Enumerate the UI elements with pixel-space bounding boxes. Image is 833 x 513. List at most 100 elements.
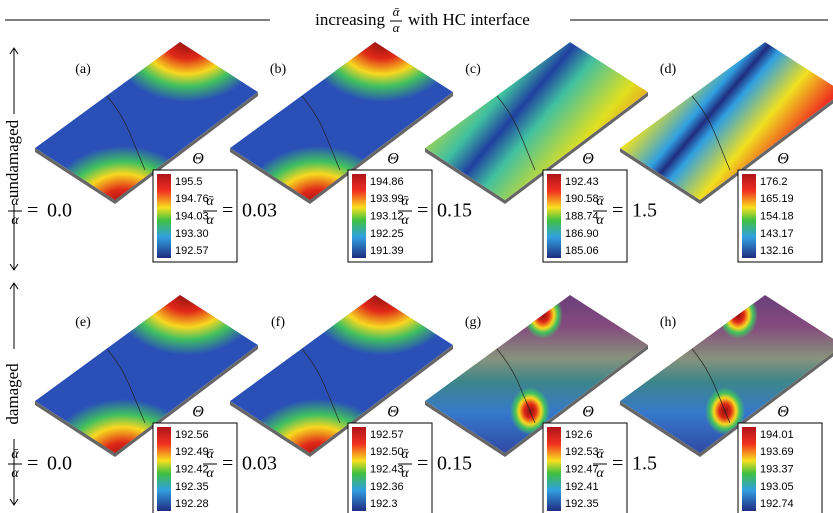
- ratio-equals: =: [417, 200, 428, 222]
- field-symbol: Θ: [192, 151, 204, 168]
- ratio-value: 0.0: [47, 453, 72, 475]
- interface: [496, 348, 536, 424]
- ratio-equals: =: [27, 453, 38, 475]
- ratio-denominator: α: [206, 213, 214, 228]
- colorbar-label: 193.99: [370, 193, 404, 205]
- colorbar-label: 192.28: [175, 498, 209, 510]
- header-denominator: α: [393, 20, 401, 35]
- interface: [106, 95, 146, 171]
- ratio-value: 0.15: [437, 453, 472, 475]
- ratio-value: 0.15: [437, 200, 472, 222]
- colorbar-label: 192.43: [565, 176, 599, 188]
- arrow-head: [9, 498, 19, 506]
- ratio-value: 0.0: [47, 200, 72, 222]
- colorbar-label: 185.06: [565, 245, 599, 257]
- plate-base: [425, 295, 648, 453]
- colorbar: [352, 427, 366, 511]
- field-symbol: Θ: [387, 404, 399, 421]
- colorbar: [742, 174, 756, 258]
- colorbar-label: 192.53: [565, 446, 599, 458]
- colorbar: [352, 174, 366, 258]
- hot-spot: [523, 295, 563, 339]
- interface: [691, 95, 731, 171]
- colorbar-label: 192.42: [175, 464, 209, 476]
- arrow-head: [9, 263, 19, 271]
- colorbar-label: 192.41: [565, 481, 599, 493]
- ratio-value: 0.03: [242, 200, 277, 222]
- colorbar-label: 143.17: [760, 228, 794, 240]
- colorbar-label: 188.74: [565, 211, 599, 223]
- colorbar-label: 192.47: [565, 464, 599, 476]
- colorbar-label: 191.39: [370, 245, 404, 257]
- row-label: undamaged: [3, 119, 22, 198]
- panel-label: (c): [465, 62, 481, 77]
- panel-label: (d): [660, 62, 677, 77]
- ratio-numerator: ᾱ: [11, 194, 19, 209]
- colorbar-label: 192.25: [370, 228, 404, 240]
- colorbar: [547, 174, 561, 258]
- plate-edge: [620, 99, 833, 204]
- colorbar: [742, 427, 756, 511]
- colorbar-label: 192.35: [175, 481, 209, 493]
- colorbar-label: 192.74: [760, 498, 794, 510]
- ratio-numerator: ᾱ: [401, 194, 409, 209]
- panel-label: (e): [75, 315, 91, 330]
- colorbar-label: 186.90: [565, 228, 599, 240]
- colorbar-label: 154.18: [760, 211, 794, 223]
- ratio-value: 1.5: [632, 453, 657, 475]
- panel-label: (g): [465, 315, 482, 330]
- field-symbol: Θ: [387, 151, 399, 168]
- colorbar: [157, 427, 171, 511]
- ratio-value: 0.03: [242, 453, 277, 475]
- ratio-numerator: ᾱ: [206, 194, 214, 209]
- plate-base: [620, 42, 833, 200]
- colorbar-label: 193.37: [760, 464, 794, 476]
- header-prefix: increasing: [315, 10, 385, 29]
- colorbar-label: 194.76: [175, 193, 209, 205]
- ratio-denominator: α: [596, 466, 604, 481]
- ratio-numerator: ᾱ: [401, 447, 409, 462]
- ratio-denominator: α: [401, 466, 409, 481]
- plate: [620, 295, 833, 453]
- plate: [425, 42, 648, 200]
- colorbar-label: 192.50: [370, 446, 404, 458]
- ratio-equals: =: [222, 200, 233, 222]
- colorbar-label: 194.01: [760, 429, 794, 441]
- colorbar-label: 176.2: [760, 176, 788, 188]
- panel-label: (b): [270, 62, 287, 77]
- colorbar: [547, 427, 561, 511]
- header-numerator: ᾱ: [393, 4, 401, 19]
- colorbar-label: 192.57: [370, 429, 404, 441]
- interface: [106, 348, 146, 424]
- colorbar-label: 192.36: [370, 481, 404, 493]
- row-label: damaged: [3, 363, 22, 425]
- colorbar-label: 192.35: [565, 498, 599, 510]
- ratio-equals: =: [27, 200, 38, 222]
- colorbar-label: 192.49: [175, 446, 209, 458]
- interface: [301, 95, 341, 171]
- ratio-equals: =: [612, 200, 623, 222]
- panel: (d) Θ 176.2 165.19 154.18 143.17 132.16 ᾱα = 1.5: [593, 42, 833, 263]
- interface: [496, 95, 536, 171]
- plate-base: [425, 42, 648, 200]
- ratio-denominator: α: [401, 213, 409, 228]
- colorbar-label: 192.57: [175, 245, 209, 257]
- colorbar-label: 192.3: [370, 498, 398, 510]
- colorbar: [157, 174, 171, 258]
- ratio-equals: =: [612, 453, 623, 475]
- colorbar-label: 193.05: [760, 481, 794, 493]
- ratio-value: 1.5: [632, 200, 657, 222]
- colorbar-label: 193.69: [760, 446, 794, 458]
- ratio-numerator: ᾱ: [596, 194, 604, 209]
- interface: [691, 348, 731, 424]
- arrow-head: [9, 282, 19, 290]
- panel-label: (a): [75, 62, 91, 77]
- header-suffix: with HC interface: [408, 10, 530, 29]
- colorbar-label: 192.56: [175, 429, 209, 441]
- ratio-denominator: α: [206, 466, 214, 481]
- colorbar-label: 193.30: [175, 228, 209, 240]
- ratio-numerator: ᾱ: [206, 447, 214, 462]
